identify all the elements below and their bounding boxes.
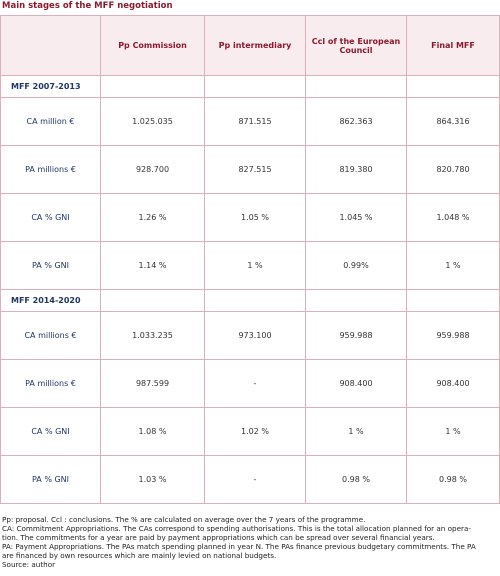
note-line: CA: Commitment Appropriations. The CAs c…: [2, 524, 471, 533]
cell: 1.14 %: [100, 241, 205, 290]
cell: 862.363: [305, 97, 407, 146]
row-label: PA millions €: [0, 359, 101, 408]
row-label: PA % GNI: [0, 241, 101, 290]
section-title: MFF 2014-2020: [0, 289, 101, 312]
cell: 1.03 %: [100, 455, 205, 504]
cell: 928.700: [100, 145, 205, 194]
cell: 908.400: [305, 359, 407, 408]
cell: 1 %: [406, 241, 500, 290]
cell: 1 %: [305, 407, 407, 456]
cell: 0.98 %: [406, 455, 500, 504]
row-label: CA % GNI: [0, 193, 101, 242]
data-row: CA millions €1.033.235 973.100 959.988 959.…: [0, 311, 500, 360]
data-row: PA % GNI 1.03 % -0.98 % 0.98 %: [0, 455, 500, 504]
table-body: MFF 2007-2013 CA million €1.025.035 871.51…: [0, 75, 500, 504]
cell: 959.988: [305, 311, 407, 360]
row-label: PA millions €: [0, 145, 101, 194]
cell: 1.26 %: [100, 193, 205, 242]
section-title: MFF 2007-2013: [0, 75, 101, 98]
cell: 1.05 %: [204, 193, 306, 242]
cell: 1 %: [406, 407, 500, 456]
row-label: CA % GNI: [0, 407, 101, 456]
cell: 1.08 %: [100, 407, 205, 456]
cell: 1 %: [204, 241, 306, 290]
empty-cell: [406, 289, 500, 312]
empty-cell: [204, 289, 306, 312]
note-line: tion. The commitments for a year are pai…: [2, 533, 435, 542]
empty-cell: [406, 75, 500, 98]
cell: 959.988: [406, 311, 500, 360]
cell: 908.400: [406, 359, 500, 408]
header-row: Pp Commission Pp intermediary Ccl of the E…: [0, 15, 500, 76]
row-label: CA million €: [0, 97, 101, 146]
cell: 1.025.035: [100, 97, 205, 146]
header-cell: [0, 15, 101, 76]
empty-cell: [204, 75, 306, 98]
header-cell: Pp intermediary: [204, 15, 306, 76]
empty-cell: [100, 75, 205, 98]
cell: 0.98 %: [305, 455, 407, 504]
data-row: PA millions €928.700 827.515 819.380 820.78…: [0, 145, 500, 194]
table: Pp Commission Pp intermediary Ccl of the E…: [0, 15, 500, 504]
cell: 1.048 %: [406, 193, 500, 242]
header-cell: Pp Commission: [100, 15, 205, 76]
empty-cell: [100, 289, 205, 312]
notes: Pp: proposal. Ccl : conclusions. The % a…: [2, 515, 498, 569]
cell: 0.99%: [305, 241, 407, 290]
cell: 987.599: [100, 359, 205, 408]
cell: 864.316: [406, 97, 500, 146]
note-line: Source: author: [2, 560, 56, 569]
data-row: CA % GNI 1.08 % 1.02 % 1 % 1 %: [0, 407, 500, 456]
cell: -: [204, 455, 306, 504]
header-cell: Final MFF: [406, 15, 500, 76]
cell: -: [204, 359, 306, 408]
cell: 820.780: [406, 145, 500, 194]
section-row: MFF 2014-2020: [0, 289, 500, 312]
cell: 819.380: [305, 145, 407, 194]
cell: 973.100: [204, 311, 306, 360]
note-line: are financed by own resources which are …: [2, 551, 277, 560]
cell: 827.515: [204, 145, 306, 194]
cell: 1.045 %: [305, 193, 407, 242]
data-row: CA million €1.025.035 871.515 862.363 864.3…: [0, 97, 500, 146]
data-row: PA millions €987.599-908.400 908.400: [0, 359, 500, 408]
note-line: PA: Payment Appropriations. The PAs matc…: [2, 542, 476, 551]
data-row: PA % GNI 1.14 % 1 % 0.99% 1 %: [0, 241, 500, 290]
cell: 1.02 %: [204, 407, 306, 456]
row-label: CA millions €: [0, 311, 101, 360]
empty-cell: [305, 289, 407, 312]
header-cell: Ccl of the European Council: [305, 15, 407, 76]
cell: 1.033.235: [100, 311, 205, 360]
note-line: Pp: proposal. Ccl : conclusions. The % a…: [2, 515, 366, 524]
row-label: PA % GNI: [0, 455, 101, 504]
section-row: MFF 2007-2013: [0, 75, 500, 98]
title: Main stages of the MFF negotiation: [2, 1, 173, 11]
data-row: CA % GNI 1.26 % 1.05 % 1.045 % 1.048 %: [0, 193, 500, 242]
cell: 871.515: [204, 97, 306, 146]
empty-cell: [305, 75, 407, 98]
